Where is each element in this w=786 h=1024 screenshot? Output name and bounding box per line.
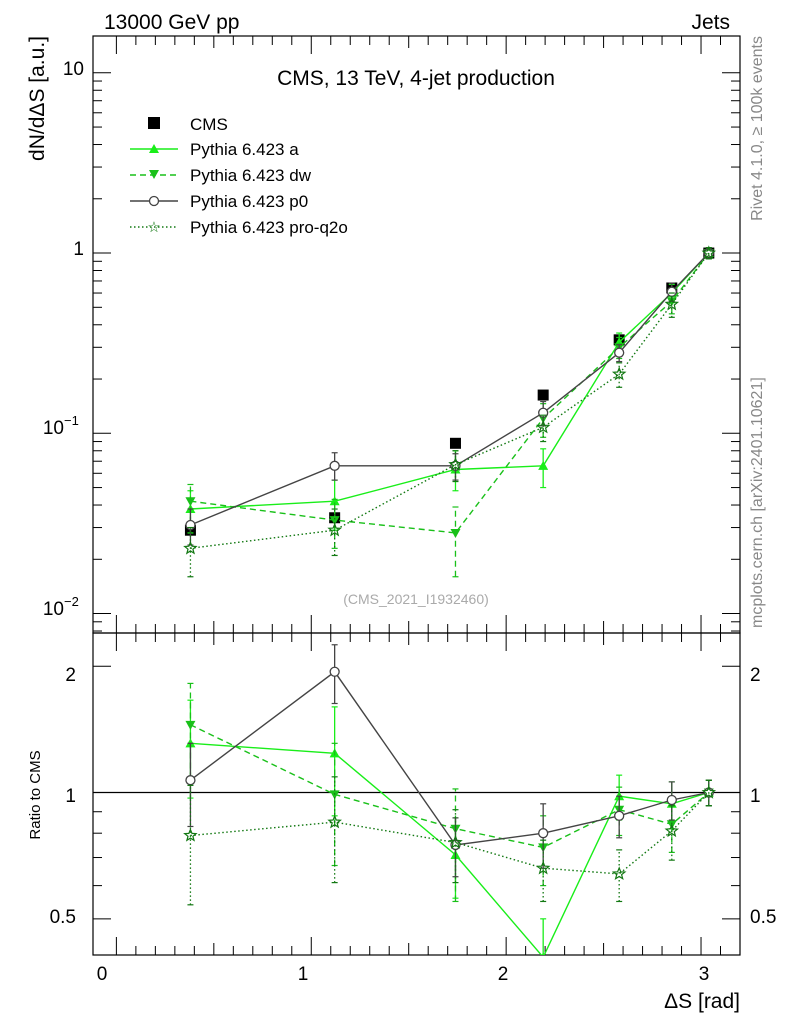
point-proq2o	[535, 419, 551, 434]
point-a	[329, 496, 340, 506]
ratio-axis-ticks	[93, 633, 741, 955]
ytick-label-0.01-exponent: −2	[64, 594, 79, 609]
ratio-ytick-label-right-2: 2	[750, 665, 761, 686]
side-text-mcplots: mcplots.cern.ch [arXiv:2401.10621]	[749, 377, 766, 628]
point-proq2o	[183, 540, 198, 555]
point-p0	[666, 286, 677, 297]
point-dw	[450, 528, 461, 538]
xtick-label-1: 1	[298, 964, 309, 985]
ytick-label-0.01: 10	[43, 599, 64, 620]
ytick-label-0.1: 10	[43, 418, 64, 439]
point-p0	[538, 407, 549, 418]
ratio-ytick-label-2: 2	[65, 665, 76, 686]
point-p0	[329, 460, 340, 471]
header-right: Jets	[691, 11, 730, 34]
header-left: 13000 GeV pp	[104, 11, 239, 34]
point-proq2o	[535, 860, 551, 875]
point-p0	[666, 794, 677, 806]
x-tick-labels: 0 1 2 3	[97, 964, 710, 985]
point-proq2o	[448, 834, 463, 849]
ratio-ytick-label-right-0.5: 0.5	[750, 907, 776, 928]
ratio-y-axis-label: Ratio to CMS	[27, 750, 44, 839]
legend-marker-a	[149, 144, 159, 153]
point-proq2o	[327, 522, 342, 537]
point-proq2o	[664, 296, 680, 311]
series-proq2o	[183, 245, 717, 578]
main-y-tick-labels: 10 1 10 −1 10 −2	[43, 59, 84, 620]
ratio-ytick-label-1: 1	[65, 786, 76, 807]
legend-label-a: Pythia 6.423 a	[190, 140, 299, 159]
point-a	[538, 460, 549, 470]
ratio-y-tick-labels-left: 2 1 0.5	[50, 665, 76, 928]
legend-label-dw: Pythia 6.423 dw	[190, 166, 312, 185]
point-proq2o	[664, 823, 680, 838]
legend-marker-cms	[148, 117, 160, 129]
point-a	[541, 952, 545, 955]
xtick-label-0: 0	[97, 964, 108, 985]
ytick-label-1: 1	[73, 239, 84, 260]
point-p0	[614, 810, 625, 821]
x-axis-label: ΔS [rad]	[664, 990, 740, 1013]
point-p0	[614, 347, 625, 358]
legend: CMS Pythia 6.423 a Pythia 6.423 dw Pythi…	[130, 115, 348, 237]
point-dw	[329, 790, 340, 800]
point-proq2o	[701, 784, 717, 799]
data-point-cms	[449, 437, 461, 449]
legend-marker-p0	[148, 195, 160, 207]
point-proq2o	[448, 456, 463, 471]
point-p0	[329, 666, 340, 677]
legend-label-cms: CMS	[190, 115, 228, 134]
point-proq2o	[611, 866, 627, 881]
point-proq2o	[327, 814, 342, 829]
point-proq2o	[701, 245, 717, 260]
point-proq2o	[183, 827, 198, 842]
point-dw	[329, 516, 340, 526]
ratio-ytick-label-0.5: 0.5	[50, 907, 76, 928]
series-proq2o	[183, 776, 717, 906]
chart-title: CMS, 13 TeV, 4-jet production	[277, 67, 555, 90]
ytick-label-10: 10	[63, 59, 84, 80]
legend-label-proq2o: Pythia 6.423 pro-q2o	[190, 218, 348, 237]
ratio-ytick-label-right-1: 1	[750, 786, 761, 807]
analysis-id: (CMS_2021_I1932460)	[343, 591, 489, 607]
legend-marker-proq2o: ☆	[147, 218, 160, 236]
legend-marker-dw	[149, 170, 159, 179]
data-point-cms	[537, 389, 549, 401]
ytick-label-0.1-exponent: −1	[64, 413, 79, 428]
point-p0	[538, 828, 549, 839]
ratio-y-tick-labels-right: 2 1 0.5	[750, 665, 776, 928]
main-series-layer	[183, 245, 717, 578]
point-p0	[185, 775, 196, 786]
xtick-label-3: 3	[699, 964, 710, 985]
legend-label-p0: Pythia 6.423 p0	[190, 192, 308, 211]
main-axis-ticks	[93, 36, 741, 633]
ratio-series-layer	[183, 644, 717, 955]
point-proq2o	[611, 366, 627, 381]
point-dw	[185, 720, 196, 730]
point-dw	[185, 497, 196, 507]
ratio-panel-frame	[92, 632, 741, 956]
side-text-rivet: Rivet 4.1.0, ≥ 100k events	[749, 36, 766, 221]
main-y-axis-label: dN/dΔS [a.u.]	[26, 36, 49, 161]
series-p0	[185, 644, 714, 878]
xtick-label-2: 2	[498, 964, 509, 985]
